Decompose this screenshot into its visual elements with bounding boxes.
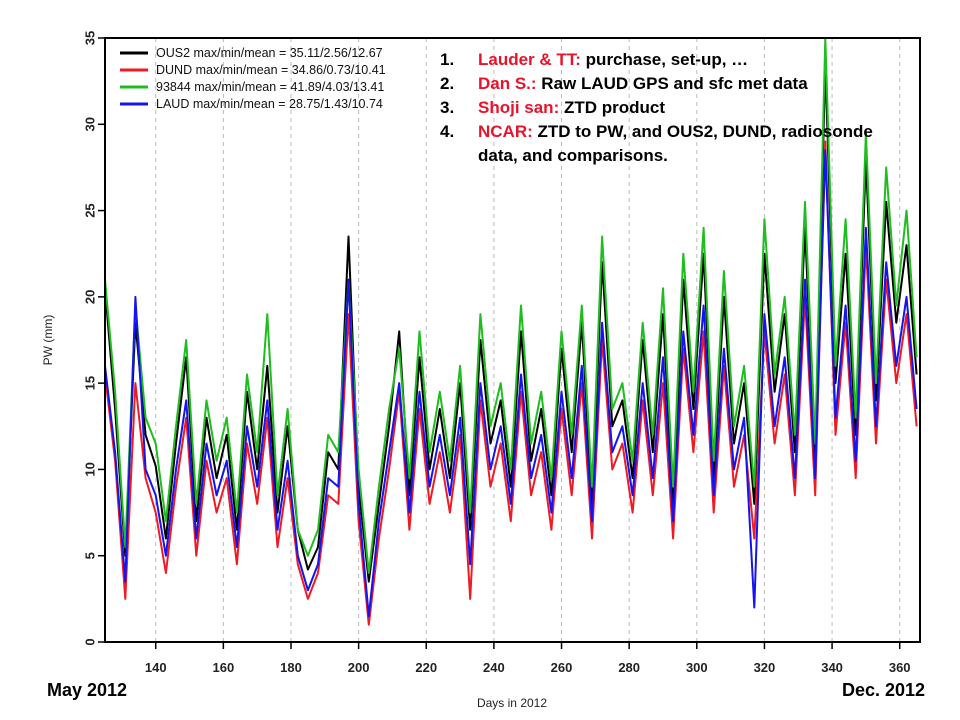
note-contributor: Shoji san: [478,98,560,117]
y-tick-label: 5 [82,552,97,559]
y-tick-label: 15 [82,376,97,390]
start-date-caption: May 2012 [47,680,128,700]
x-tick-label: 140 [145,660,167,675]
note-item: 3. Shoji san: ZTD product [440,96,910,120]
note-number: 3. [440,98,455,117]
x-tick-label: 160 [213,660,235,675]
tick-layer: 140 160 180 200 220 240 260 280 300 320 340 360 0 5 10… [82,31,910,675]
series-line [104,37,918,574]
y-tick-label: 10 [82,462,97,476]
note-number: 4. [440,122,455,141]
legend-label: LAUD max/min/mean = 28.75/1.43/10.74 [156,97,383,111]
note-contributor: Dan S.: [478,74,537,93]
note-item: 2. Dan S.: Raw LAUD GPS and sfc met data [440,72,910,96]
note-text: ZTD to PW, and OUS2, DUND, radiosonde da… [478,122,873,165]
legend-label: DUND max/min/mean = 34.86/0.73/10.41 [156,63,386,77]
series-layer [104,37,918,626]
legend-label: OUS2 max/min/mean = 35.11/2.56/12.67 [156,46,383,60]
y-tick-label: 35 [82,31,97,45]
x-tick-label: 340 [821,660,843,675]
series-line [104,149,918,618]
note-item: 1. Lauder & TT: purchase, set-up, … [440,48,910,72]
note-text: purchase, set-up, … [580,50,749,69]
x-tick-label: 180 [280,660,302,675]
note-contributor: Lauder & TT: [478,50,581,69]
y-tick-label: 25 [82,203,97,217]
x-tick-label: 320 [754,660,776,675]
plot-frame [104,37,921,643]
note-item: 4. NCAR: ZTD to PW, and OUS2, DUND, radio… [440,120,910,168]
note-contributor: NCAR: [478,122,533,141]
x-tick-label: 280 [618,660,640,675]
y-tick-label: 30 [82,117,97,131]
legend: OUS2 max/min/mean = 35.11/2.56/12.67 DUND… [120,46,386,111]
series-line [104,62,918,583]
notes-list: 1. Lauder & TT: purchase, set-up, … 2. Dan… [440,48,910,168]
end-date-caption: Dec. 2012 [842,680,926,700]
x-tick-label: 220 [415,660,437,675]
y-tick-label: 20 [82,290,97,304]
note-text: Raw LAUD GPS and sfc met data [536,74,808,93]
series-line [104,140,918,626]
x-axis-title: Days in 2012 [477,696,547,710]
note-number: 1. [440,50,455,69]
x-tick-label: 300 [686,660,708,675]
legend-label: 93844 max/min/mean = 41.89/4.03/13.41 [156,80,384,94]
x-tick-label: 240 [483,660,505,675]
note-text: ZTD product [559,98,665,117]
note-number: 2. [440,74,455,93]
x-tick-label: 360 [889,660,911,675]
y-axis-title: PW (mm) [41,315,55,366]
x-tick-label: 260 [551,660,573,675]
y-tick-label: 0 [82,638,97,645]
x-tick-label: 200 [348,660,370,675]
